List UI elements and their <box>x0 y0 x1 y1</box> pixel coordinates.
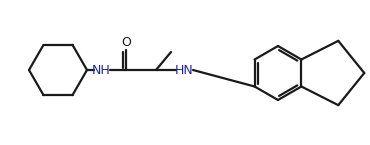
Text: NH: NH <box>92 64 110 77</box>
Text: O: O <box>121 37 131 49</box>
Text: HN: HN <box>175 64 194 77</box>
